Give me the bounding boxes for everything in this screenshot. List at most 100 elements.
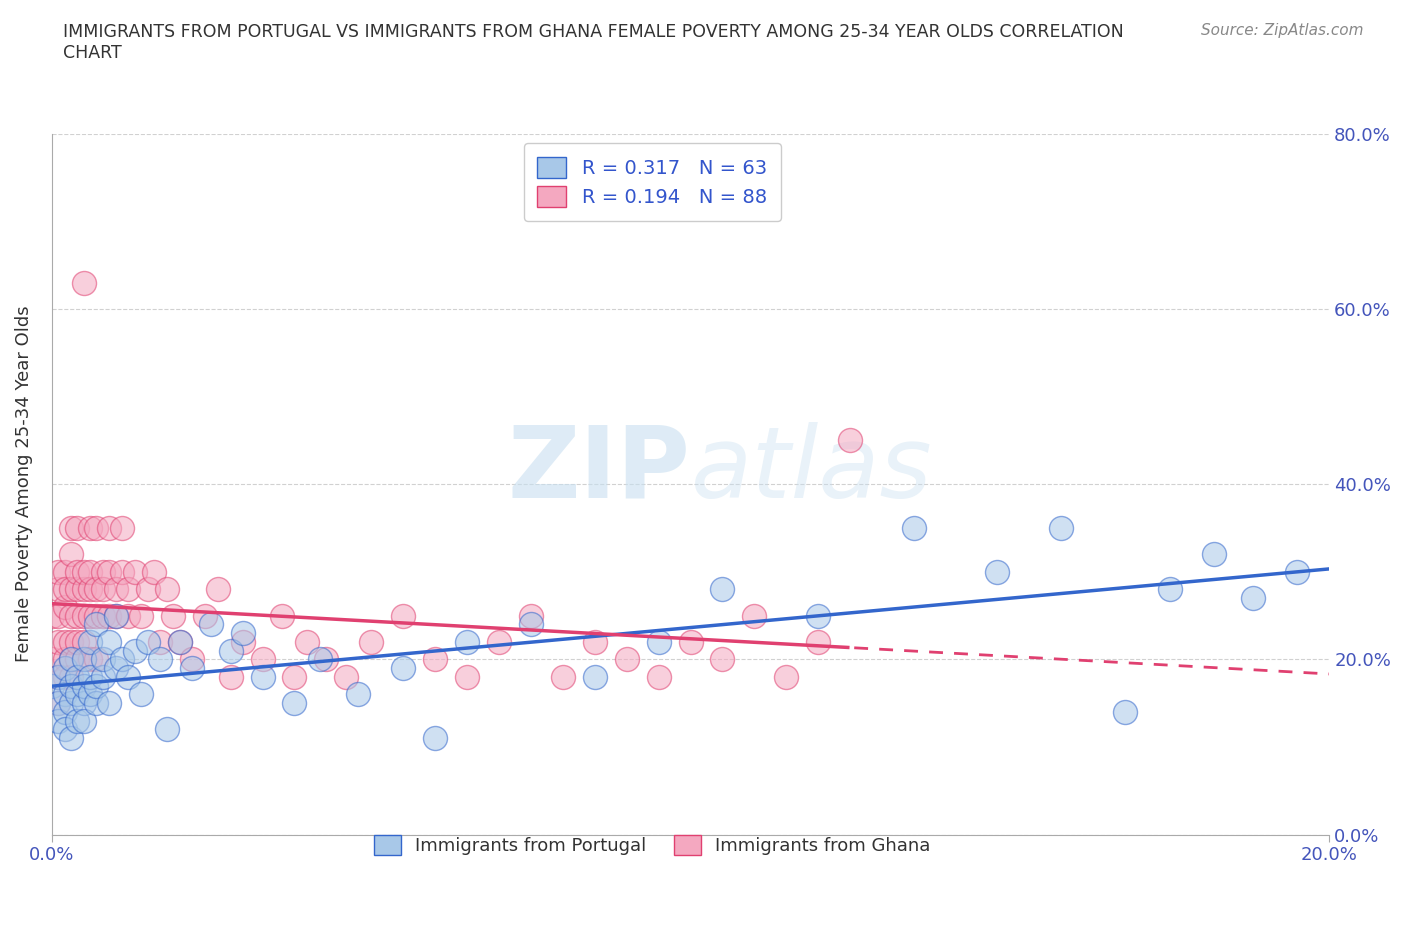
- Point: [1050, 521, 1073, 536]
- Point: [53, 599, 76, 614]
- Point: [59, 634, 82, 649]
- Point: [232, 634, 254, 649]
- Point: [104, 608, 127, 623]
- Point: [46, 713, 69, 728]
- Point: [53, 582, 76, 597]
- Point: [91, 582, 114, 597]
- Point: [98, 608, 121, 623]
- Point: [200, 617, 222, 631]
- Point: [73, 713, 96, 728]
- Point: [283, 696, 305, 711]
- Point: [169, 634, 191, 649]
- Point: [807, 608, 830, 623]
- Point: [59, 696, 82, 711]
- Point: [156, 582, 179, 597]
- Point: [59, 608, 82, 623]
- Point: [111, 652, 134, 667]
- Point: [297, 634, 319, 649]
- Point: [46, 582, 69, 597]
- Point: [41, 678, 63, 693]
- Point: [59, 547, 82, 562]
- Point: [136, 582, 159, 597]
- Point: [1114, 704, 1136, 719]
- Point: [86, 652, 108, 667]
- Point: [392, 660, 415, 675]
- Point: [59, 652, 82, 667]
- Point: [53, 660, 76, 675]
- Point: [73, 678, 96, 693]
- Point: [41, 652, 63, 667]
- Point: [232, 626, 254, 641]
- Point: [86, 608, 108, 623]
- Point: [423, 731, 446, 746]
- Point: [73, 608, 96, 623]
- Point: [839, 432, 862, 447]
- Point: [53, 722, 76, 737]
- Point: [1159, 582, 1181, 597]
- Point: [91, 565, 114, 579]
- Point: [73, 696, 96, 711]
- Point: [53, 652, 76, 667]
- Point: [79, 565, 101, 579]
- Point: [66, 634, 89, 649]
- Point: [219, 644, 242, 658]
- Point: [66, 687, 89, 702]
- Point: [79, 652, 101, 667]
- Point: [79, 582, 101, 597]
- Point: [124, 565, 146, 579]
- Point: [46, 670, 69, 684]
- Point: [91, 670, 114, 684]
- Point: [66, 652, 89, 667]
- Point: [117, 670, 139, 684]
- Point: [46, 634, 69, 649]
- Point: [169, 634, 191, 649]
- Point: [270, 608, 292, 623]
- Point: [807, 634, 830, 649]
- Point: [679, 634, 702, 649]
- Point: [46, 696, 69, 711]
- Point: [46, 696, 69, 711]
- Point: [73, 652, 96, 667]
- Point: [98, 521, 121, 536]
- Point: [66, 608, 89, 623]
- Point: [551, 670, 574, 684]
- Point: [252, 652, 274, 667]
- Text: IMMIGRANTS FROM PORTUGAL VS IMMIGRANTS FROM GHANA FEMALE POVERTY AMONG 25-34 YEA: IMMIGRANTS FROM PORTUGAL VS IMMIGRANTS F…: [63, 23, 1123, 62]
- Point: [520, 617, 543, 631]
- Point: [66, 713, 89, 728]
- Point: [104, 660, 127, 675]
- Point: [309, 652, 332, 667]
- Point: [647, 634, 669, 649]
- Point: [46, 608, 69, 623]
- Point: [711, 582, 734, 597]
- Text: atlas: atlas: [690, 421, 932, 519]
- Point: [104, 582, 127, 597]
- Point: [156, 722, 179, 737]
- Legend: Immigrants from Portugal, Immigrants from Ghana: Immigrants from Portugal, Immigrants fro…: [361, 822, 943, 868]
- Point: [86, 582, 108, 597]
- Point: [91, 608, 114, 623]
- Point: [1286, 565, 1309, 579]
- Point: [111, 521, 134, 536]
- Point: [66, 582, 89, 597]
- Point: [73, 275, 96, 290]
- Point: [98, 565, 121, 579]
- Point: [86, 521, 108, 536]
- Point: [117, 608, 139, 623]
- Point: [423, 652, 446, 667]
- Point: [136, 634, 159, 649]
- Point: [66, 565, 89, 579]
- Point: [903, 521, 925, 536]
- Point: [142, 565, 165, 579]
- Point: [79, 670, 101, 684]
- Point: [53, 670, 76, 684]
- Point: [315, 652, 337, 667]
- Point: [1241, 591, 1264, 605]
- Point: [456, 634, 478, 649]
- Point: [91, 652, 114, 667]
- Point: [41, 608, 63, 623]
- Point: [53, 687, 76, 702]
- Point: [73, 634, 96, 649]
- Point: [283, 670, 305, 684]
- Point: [616, 652, 638, 667]
